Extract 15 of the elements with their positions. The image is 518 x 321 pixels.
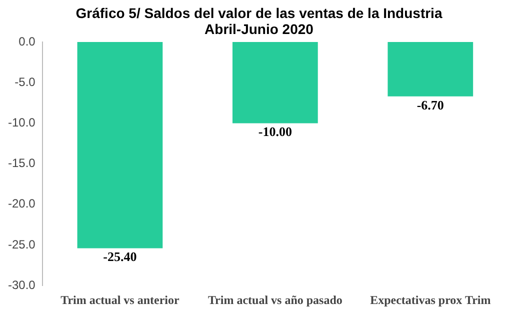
y-tick-label: -30.0 [8,278,36,292]
data-label: -6.70 [416,97,444,112]
data-label: -10.00 [258,124,292,140]
y-tick-label: -10.0 [8,116,36,130]
x-tick-label: Trim actual vs anterior [60,292,180,307]
y-tick-label: -20.0 [8,196,36,211]
y-tick-label: -15.0 [8,156,36,170]
chart-subtitle: Abril-Junio 2020 [204,21,314,37]
x-tick-label: Trim actual vs año pasado [208,292,342,307]
data-label: -25.40 [103,249,137,264]
y-tick-label: -5.0 [14,74,36,89]
y-tick-label: 0.0 [18,34,36,48]
y-tick-label: -25.0 [8,237,36,252]
chart-title: Gráfico 5/ Saldos del valor de las ventas de la Industria [74,5,444,21]
x-tick-label: Expectativas prox Trim [370,292,491,307]
